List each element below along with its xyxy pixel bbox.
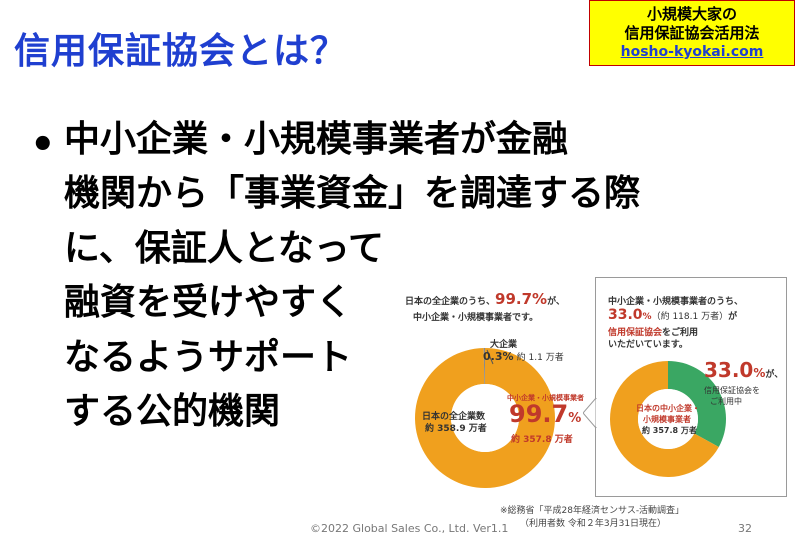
right-center-count: 約 357.8 万者 <box>642 426 697 435</box>
bullet-line-3: に、保証人となって <box>64 228 385 269</box>
source-note-line-1: ※総務省「平成28年経済センサス-活動調査」 <box>500 506 685 516</box>
bullet-line-4: 融資を受けやすく <box>64 282 353 323</box>
callout-pointer <box>583 398 600 428</box>
left-intro-pct: 99.7% <box>495 290 548 308</box>
sme-pct: 99.7% <box>509 400 582 428</box>
logo-line-1: 小規模大家の <box>646 5 737 23</box>
large-enterprise-leader <box>486 349 494 365</box>
site-logo-box[interactable]: 小規模大家の 信用保証協会活用法 hosho-kyokai.com <box>589 0 795 66</box>
bullet-line-6: する公的機関 <box>64 391 281 432</box>
left-donut-chart <box>414 348 555 488</box>
page-number: 32 <box>738 522 752 535</box>
logo-url-link[interactable]: hosho-kyokai.com <box>620 44 764 60</box>
large-enterprise-value: 0.3% 約 1.1 万者 <box>483 350 564 363</box>
right-center-label-2: 小規模事業者 <box>643 415 691 424</box>
use-pct: 33.0%が、 <box>704 358 784 382</box>
left-center-count: 約 358.9 万者 <box>425 424 487 434</box>
left-center-label: 日本の全企業数 <box>422 412 486 422</box>
sme-count: 約 357.8 万者 <box>511 435 573 445</box>
source-note: ※総務省「平成28年経済センサス-活動調査」 （利用者数 令和２年3月31日現在… <box>500 505 684 531</box>
logo-line-2: 信用保証協会活用法 <box>624 24 760 42</box>
left-chart: 日本の全企業のうち、99.7%が、 中小企業・小規模事業者です。 大企業 0.3… <box>403 272 601 502</box>
bullet-line-5: なるようサポート <box>64 337 353 378</box>
right-donut-hole <box>638 389 698 449</box>
left-intro-line-1: 日本の全企業のうち、99.7%が、 <box>405 290 565 308</box>
large-enterprise-label: 大企業 <box>490 340 518 350</box>
right-intro-line-3: 信用保証協会をご利用 <box>608 328 699 338</box>
right-intro-line-1: 中小企業・小規模事業者のうち、 <box>608 297 744 307</box>
use-label-1: 信用保証協会を <box>704 386 760 395</box>
sme-label: 中小企業・小規模事業者 <box>507 394 584 402</box>
usage-callout-box: 中小企業・小規模事業者のうち、 33.0%（約 118.1 万者）が 信用保証協… <box>583 277 787 497</box>
right-intro-line-2: 33.0%（約 118.1 万者）が <box>608 307 738 323</box>
usage-slice <box>668 361 726 447</box>
bullet-dot: • <box>30 122 56 168</box>
left-donut-hole <box>451 384 519 452</box>
source-note-line-2: （利用者数 令和２年3月31日現在） <box>520 519 667 529</box>
left-intro-line-2: 中小企業・小規模事業者です。 <box>413 313 539 323</box>
non-usage-slice <box>610 361 719 477</box>
use-label-2: ご利用中 <box>710 397 742 406</box>
sme-slice <box>414 348 555 488</box>
large-enterprise-slice <box>483 348 485 385</box>
right-donut-chart <box>610 361 726 477</box>
copyright-text: ©2022 Global Sales Co., Ltd. Ver1.1 <box>310 522 509 535</box>
bullet-line-2: 機関から「事業資金」を調達する際 <box>64 173 641 214</box>
right-center-label-1: 日本の中小企業・ <box>636 404 700 413</box>
page-title: 信用保証協会とは？ <box>14 31 348 72</box>
bullet-line-1: 中小企業・小規模事業者が金融 <box>64 119 569 160</box>
right-intro-line-4: いただいています。 <box>608 340 688 350</box>
